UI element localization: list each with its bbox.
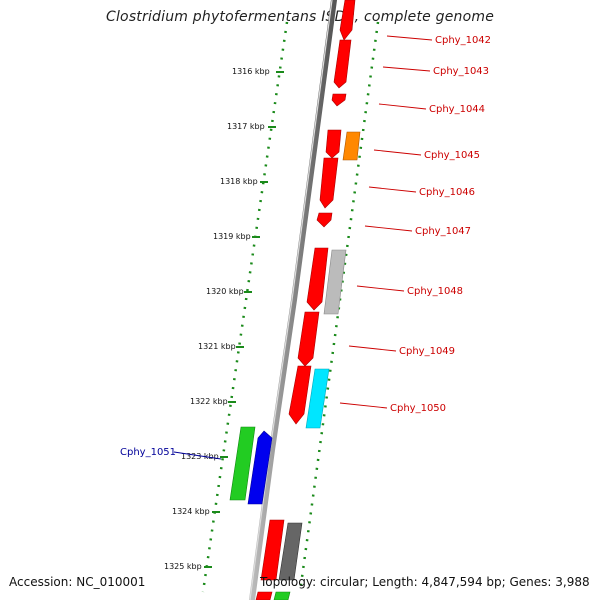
- gene-label-cphy-1050[interactable]: Cphy_1050: [390, 403, 446, 414]
- gene-bar-cphy-1051-green[interactable]: [229, 426, 256, 501]
- gene-bar-bottom-red[interactable]: [255, 591, 273, 600]
- tick-label-1321: 1321 kbp: [198, 342, 236, 351]
- gene-bar-lower-red[interactable]: [260, 519, 285, 581]
- leader-line-cphy-1043: [382, 66, 431, 72]
- tick-label-1324: 1324 kbp: [172, 507, 210, 516]
- gene-arrow-cphy-1045-orange[interactable]: [342, 131, 361, 161]
- leader-line-cphy-1044: [378, 103, 427, 110]
- gene-arrow-cphy-1050-cyan[interactable]: [305, 368, 330, 429]
- gene-arrow-cphy-1050-red[interactable]: [288, 365, 312, 425]
- genome-summary-text: Topology: circular; Length: 4,847,594 bp…: [260, 575, 590, 589]
- tick-label-1318: 1318 kbp: [220, 177, 258, 186]
- genome-backbone: [249, 0, 337, 600]
- leader-line-cphy-1047: [364, 225, 413, 232]
- gene-arrow-cphy-1044[interactable]: [331, 93, 347, 107]
- tick-label-1325: 1325 kbp: [164, 562, 202, 571]
- map-title: Clostridium phytofermentans ISDg, comple…: [105, 9, 495, 25]
- gene-label-cphy-1047[interactable]: Cphy_1047: [415, 226, 471, 237]
- gene-label-cphy-1051[interactable]: Cphy_1051: [120, 447, 176, 458]
- tick-label-1317: 1317 kbp: [227, 122, 265, 131]
- gene-label-cphy-1049[interactable]: Cphy_1049: [399, 346, 455, 357]
- tick-label-1323: 1323 kbp: [181, 452, 219, 461]
- leader-line-cphy-1048: [356, 285, 405, 292]
- gene-arrow-cphy-1043[interactable]: [333, 39, 352, 89]
- gene-label-cphy-1043[interactable]: Cphy_1043: [433, 66, 489, 77]
- gene-label-cphy-1048[interactable]: Cphy_1048: [407, 286, 463, 297]
- gene-arrow-cphy-1045-red[interactable]: [325, 129, 342, 159]
- genome-backbone-highlight: [249, 0, 333, 600]
- gene-arrow-cphy-1046[interactable]: [319, 157, 339, 209]
- tick-label-1319: 1319 kbp: [213, 232, 251, 241]
- leader-line-cphy-1045: [373, 149, 422, 156]
- gene-label-cphy-1046[interactable]: Cphy_1046: [419, 187, 475, 198]
- gene-arrow-cphy-1049[interactable]: [297, 311, 320, 367]
- gene-label-cphy-1042[interactable]: Cphy_1042: [435, 35, 491, 46]
- tick-label-1322: 1322 kbp: [190, 397, 228, 406]
- leader-line-cphy-1042: [386, 35, 433, 41]
- accession-text: Accession: NC_010001: [9, 575, 146, 589]
- leader-line-cphy-1049: [348, 345, 397, 352]
- gene-arrow-cphy-1051-blue[interactable]: [247, 430, 273, 505]
- gene-label-cphy-1044[interactable]: Cphy_1044: [429, 104, 485, 115]
- gene-label-cphy-1045[interactable]: Cphy_1045: [424, 150, 480, 161]
- gene-bar-lower-dark-gray[interactable]: [278, 522, 303, 581]
- inner-dotted-guide: [201, 21, 289, 593]
- gene-arrow-cphy-1048-red[interactable]: [306, 247, 329, 311]
- tick-label-1316: 1316 kbp: [232, 67, 270, 76]
- leader-line-cphy-1051: [173, 451, 222, 460]
- gene-arrow-cphy-1047[interactable]: [316, 212, 333, 228]
- gene-arrow-cphy-1042[interactable]: [339, 0, 356, 41]
- leader-line-cphy-1050: [339, 402, 388, 409]
- tick-label-1320: 1320 kbp: [206, 287, 244, 296]
- gene-bar-bottom-green[interactable]: [273, 591, 291, 600]
- gene-arrow-cphy-1048-gray[interactable]: [323, 249, 347, 315]
- leader-line-cphy-1046: [368, 186, 417, 193]
